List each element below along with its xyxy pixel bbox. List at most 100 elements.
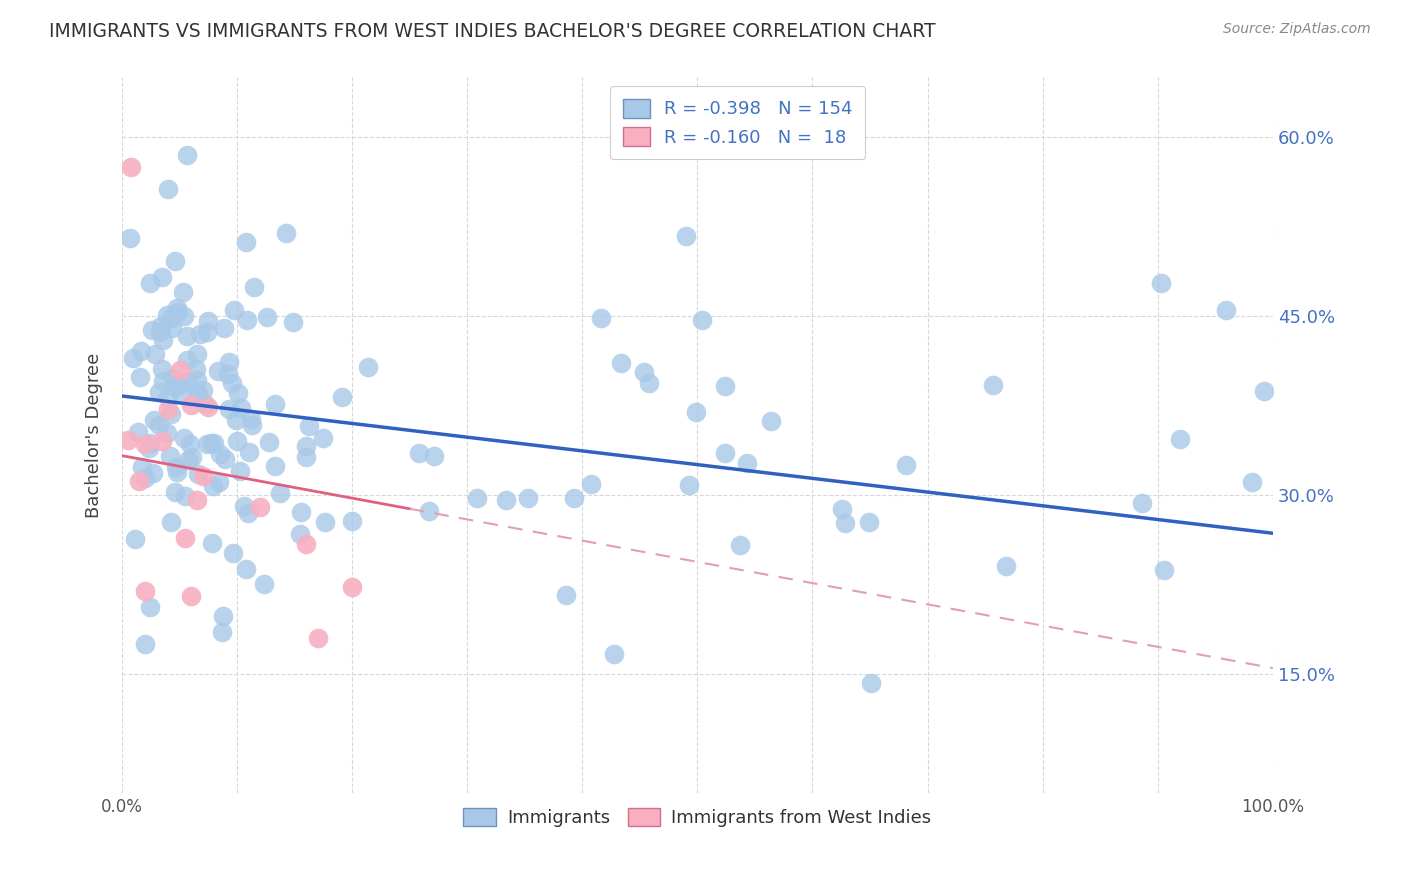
Point [121,351,143,365]
Point [340,580,363,594]
Point [240,417,263,432]
Point [152,374,174,388]
Point [238,506,260,520]
Point [166,465,188,479]
Point [141,466,163,480]
Point [589,310,612,325]
Point [294,439,316,453]
Point [211,624,233,639]
Point [214,451,236,466]
Point [139,436,162,450]
Point [195,437,218,451]
Point [181,450,204,464]
Point [186,362,208,376]
Point [714,446,737,460]
Point [156,308,179,322]
Point [120,160,142,174]
Point [295,537,318,551]
Point [290,505,312,519]
Point [134,637,156,651]
Point [894,458,917,472]
Point [238,445,260,459]
Point [1150,277,1173,291]
Point [217,367,239,381]
Point [218,355,240,369]
Point [235,313,257,327]
Point [243,280,266,294]
Point [148,385,170,400]
Point [1168,432,1191,446]
Point [357,359,380,374]
Point [298,419,321,434]
Point [579,477,602,491]
Point [555,588,578,602]
Point [149,318,172,333]
Point [202,435,225,450]
Point [134,583,156,598]
Point [307,632,329,646]
Point [186,347,208,361]
Point [759,414,782,428]
Point [117,433,139,447]
Point [179,437,201,451]
Point [610,356,633,370]
Point [201,536,224,550]
Point [160,310,183,325]
Point [274,226,297,240]
Point [162,371,184,385]
Point [264,459,287,474]
Point [222,303,245,318]
Point [166,305,188,319]
Point [124,532,146,546]
Point [160,321,183,335]
Point [225,413,247,427]
Point [981,377,1004,392]
Point [253,577,276,591]
Point [166,301,188,316]
Y-axis label: Bachelor's Degree: Bachelor's Degree [86,352,103,518]
Point [191,468,214,483]
Point [314,515,336,529]
Point [1153,563,1175,577]
Point [129,344,152,359]
Point [1130,496,1153,510]
Point [1240,475,1263,489]
Point [562,491,585,505]
Point [714,379,737,393]
Point [186,493,208,508]
Point [188,326,211,341]
Point [165,460,187,475]
Point [516,491,538,505]
Point [157,182,180,196]
Point [176,353,198,368]
Point [195,325,218,339]
Point [187,467,209,481]
Point [170,377,193,392]
Point [176,453,198,467]
Point [170,387,193,401]
Point [239,412,262,426]
Point [678,478,700,492]
Point [233,499,256,513]
Point [150,434,173,448]
Point [148,417,170,432]
Point [187,386,209,401]
Point [172,285,194,299]
Point [294,450,316,465]
Point [186,373,208,387]
Point [283,315,305,329]
Point [142,413,165,427]
Point [157,401,180,416]
Point [159,515,181,529]
Point [159,449,181,463]
Point [235,235,257,249]
Point [311,431,333,445]
Point [675,229,697,244]
Point [128,474,150,488]
Point [235,562,257,576]
Point [1253,384,1275,398]
Point [229,464,252,478]
Point [834,516,856,531]
Point [160,407,183,421]
Point [127,425,149,439]
